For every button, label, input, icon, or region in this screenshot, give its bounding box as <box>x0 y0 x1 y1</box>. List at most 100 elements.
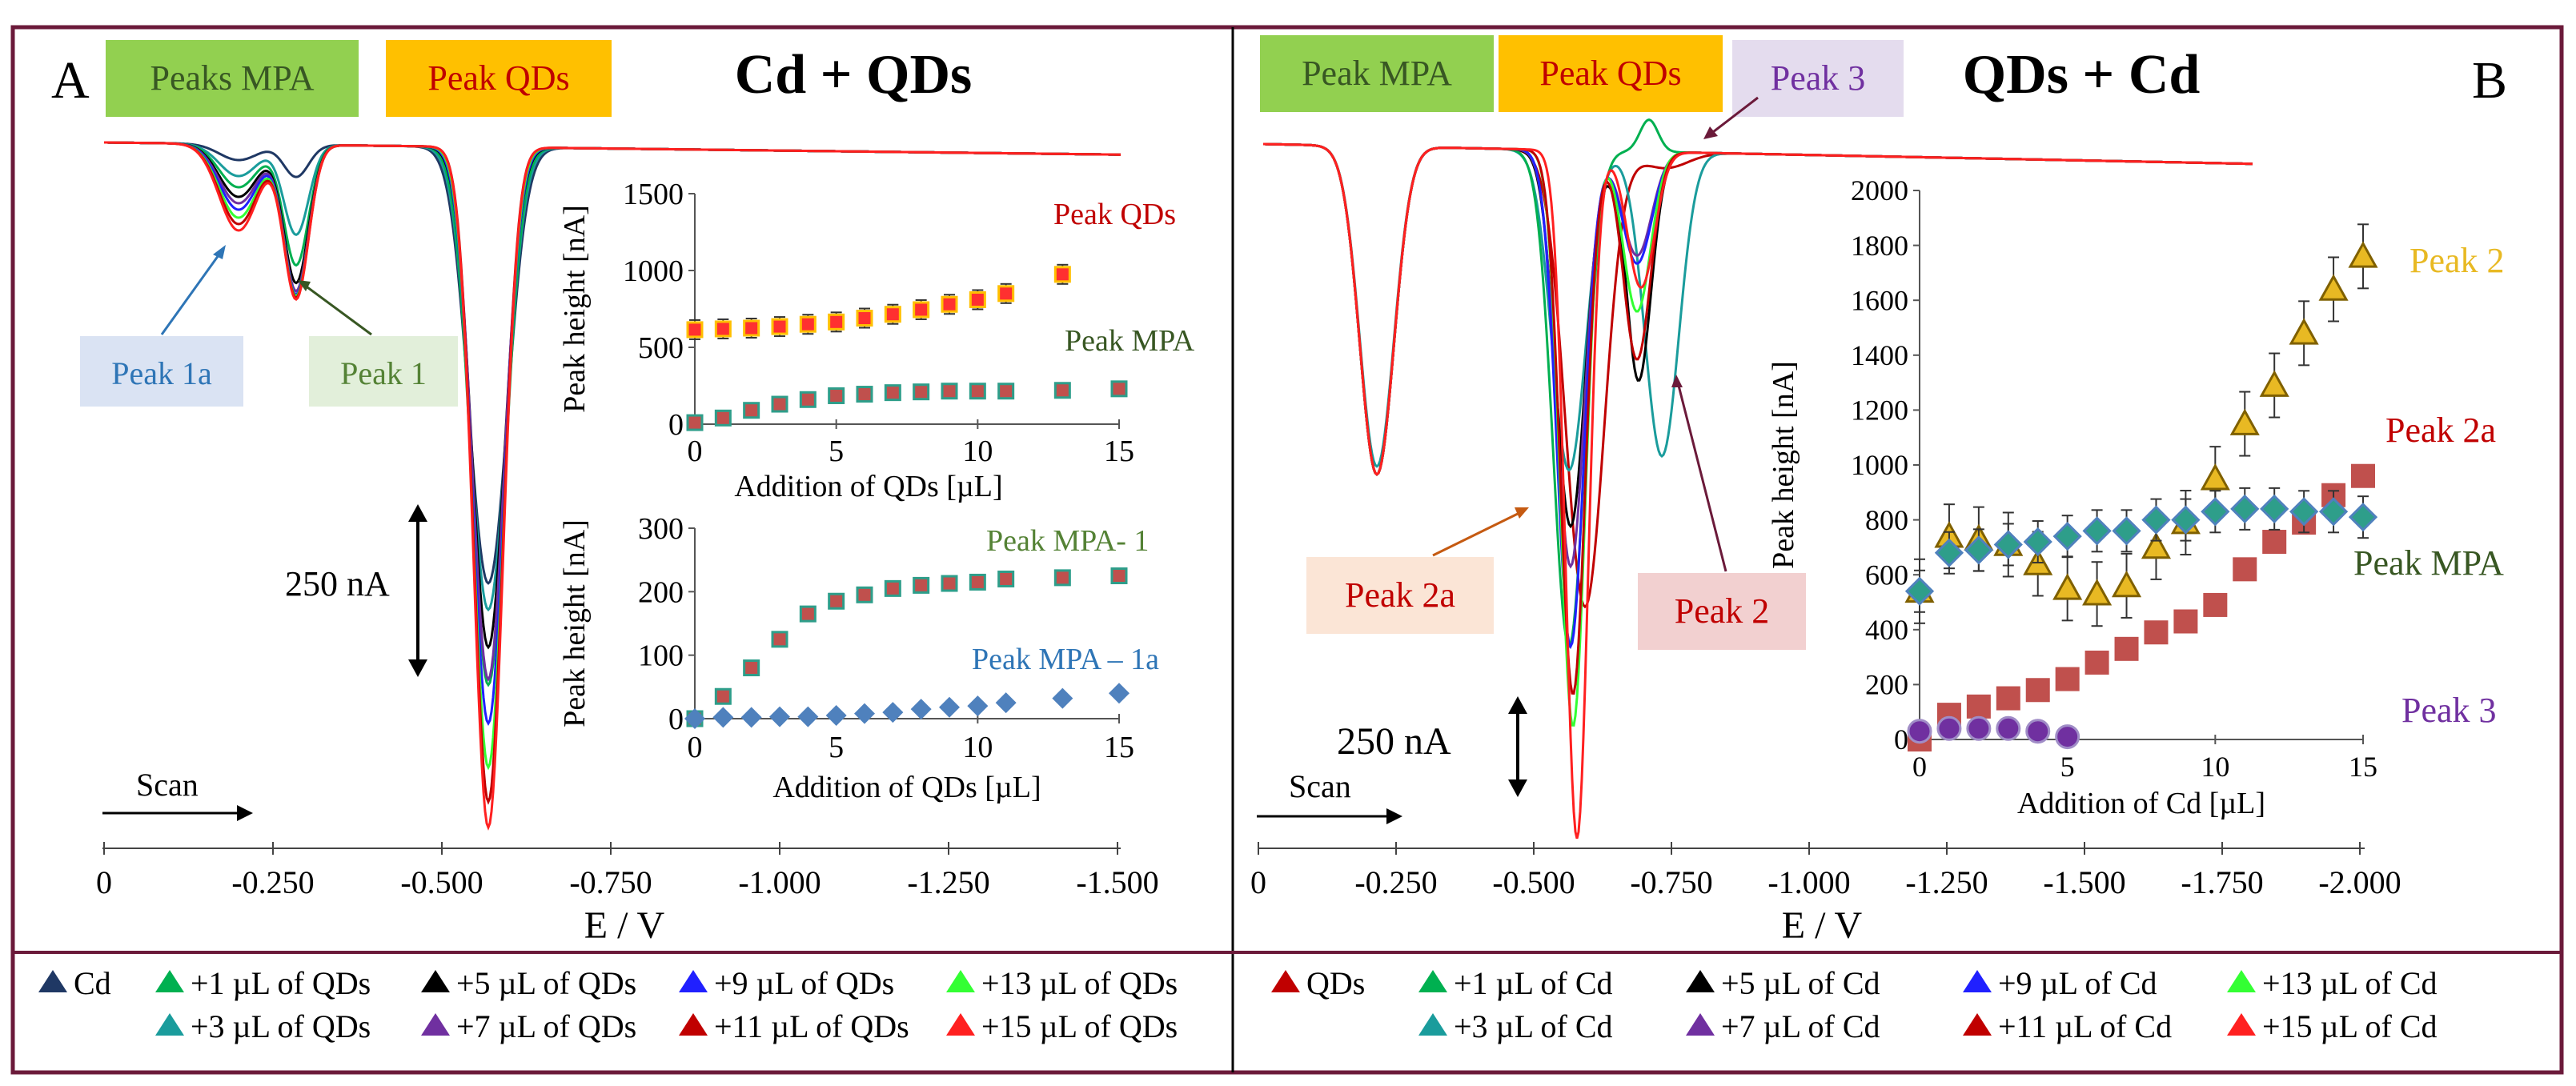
point-peak-mpa <box>856 386 873 403</box>
label-peak1-box <box>309 336 458 407</box>
point-peak-2 <box>2318 274 2349 301</box>
inset-x-tick-label: 0 <box>688 731 703 764</box>
point-peak-mpa-1 <box>714 687 732 705</box>
legend-swatch-plus11 <box>1963 1013 1992 1036</box>
voltammogram-plus15 <box>104 141 1121 831</box>
x-tick-label: -1.500 <box>1076 864 1158 900</box>
inset-x-tick-label: 10 <box>962 435 993 468</box>
legend-label: +5 µL of Cd <box>1721 965 1880 1001</box>
point-peak-mpa <box>2348 503 2378 532</box>
panel-a-letter: A <box>51 51 90 110</box>
label-peak2a: Peak 2a <box>1345 575 1455 615</box>
point-peak-mpa-1a <box>882 702 904 723</box>
point-peak-mpa-1a <box>825 705 847 727</box>
inset-a-top: 0 5 10 15 0 500 1000 1500 Addition of QDs [µL] Pe… <box>558 178 1195 503</box>
tag-peak3-b-text: Peak 3 <box>1771 58 1866 98</box>
series-label: Peak 2a <box>2385 411 2496 450</box>
point-peak-mpa <box>969 383 986 400</box>
inset-a-bottom: 0 5 10 15 0 100 200 300 Addition of QDs [µL] Peak… <box>558 512 1159 804</box>
point-peak-mpa <box>884 384 901 402</box>
point-peak-3 <box>1907 719 1932 744</box>
point-peak-mpa-1a <box>939 696 960 718</box>
tag-peak-qds <box>386 40 612 117</box>
legend-label: +1 µL of QDs <box>191 965 371 1001</box>
point-peak-2a <box>2025 678 2050 703</box>
label-peak1a-box <box>80 336 243 407</box>
series-label: Peak MPA <box>1065 324 1195 358</box>
arrow-peak2 <box>1676 382 1727 572</box>
point-peak-2a <box>1966 694 1991 719</box>
tag-peak-mpa-b <box>1260 35 1494 112</box>
tag-peak-mpa-b-text: Peak MPA <box>1302 54 1452 93</box>
legend-swatch-plus15 <box>946 1013 975 1036</box>
voltammogram-plus1 <box>104 141 1121 687</box>
label-peak2: Peak 2 <box>1675 591 1770 631</box>
x-tick-label: -1.250 <box>907 864 989 900</box>
inset-x-tick-label: 10 <box>2201 751 2229 783</box>
x-tick-label: -1.250 <box>1905 864 1988 900</box>
legend-label: QDs <box>1306 965 1365 1001</box>
point-peak-2a <box>2233 557 2257 582</box>
legend-label: Cd <box>74 965 111 1001</box>
scan-a-arrow-head <box>237 805 253 821</box>
inset-y-tick-label: 200 <box>1865 669 1908 701</box>
point-peak-mpa-1 <box>771 631 788 648</box>
point-peak-mpa <box>1053 382 1071 399</box>
arrow-peak1 <box>303 283 372 336</box>
point-peak-2a <box>2173 609 2198 634</box>
point-peak-mpa <box>1993 530 2023 559</box>
legend-swatch-cd <box>38 970 67 992</box>
point-peak-mpa <box>2082 516 2112 546</box>
inset-x-tick-label: 0 <box>688 435 703 468</box>
point-peak-mpa <box>2023 527 2052 557</box>
scale-b: 250 nA <box>1337 720 1451 763</box>
point-peak-mpa <box>714 409 732 427</box>
inset-x-tick-label: 5 <box>2060 751 2075 783</box>
legend-swatch-plus15 <box>2227 1013 2256 1036</box>
tag-peak-qds-b-text: Peak QDs <box>1539 54 1681 93</box>
point-peak-mpa <box>2201 497 2230 527</box>
legend-swatch-plus7 <box>1686 1013 1715 1036</box>
scan-b-arrow-head <box>1386 808 1402 824</box>
x-tick-label: -1.000 <box>738 864 821 900</box>
inset-y-tick-label: 1000 <box>1851 449 1908 481</box>
point-peak-mpa-1a <box>854 703 875 724</box>
point-peak-qds <box>771 318 788 335</box>
inset-y-tick-label: 400 <box>1865 614 1908 646</box>
point-peak-qds <box>799 315 817 333</box>
inset-x-tick-label: 10 <box>962 731 993 764</box>
legend-label: +7 µL of Cd <box>1721 1008 1880 1044</box>
point-peak-qds <box>714 320 732 338</box>
x-tick-label: -1.000 <box>1767 864 1850 900</box>
tag-peak-qds-text: Peak QDs <box>427 58 569 98</box>
scale-b-head-top <box>1508 696 1527 714</box>
x-label-b: E / V <box>1782 904 1863 947</box>
inset-y-tick-label: 1600 <box>1851 284 1908 316</box>
label-peak2a-box <box>1306 557 1494 634</box>
point-peak-mpa-1 <box>799 605 817 623</box>
inset-y-tick-label: 500 <box>638 331 684 365</box>
point-peak-mpa-1a <box>995 692 1017 714</box>
arrow-peak2a <box>1432 511 1522 557</box>
point-peak-mpa <box>2112 516 2141 546</box>
series-label: Peak MPA – 1a <box>972 643 1159 676</box>
point-peak-qds <box>969 291 986 308</box>
point-peak-qds <box>828 313 845 331</box>
scale-b-head-bottom <box>1508 779 1527 797</box>
inset-y-tick-label: 2000 <box>1851 174 1908 206</box>
point-peak-2a <box>2055 667 2080 691</box>
point-peak-mpa <box>2141 505 2171 535</box>
point-peak-mpa-1a <box>769 706 790 727</box>
point-peak-qds <box>913 301 930 319</box>
inset-x-label: Addition of QDs [µL] <box>772 771 1041 804</box>
legend-label: +13 µL of Cd <box>2262 965 2438 1001</box>
tag-peak-qds-b <box>1499 35 1723 112</box>
point-peak-mpa-1a <box>684 708 705 729</box>
inset-x-label: Addition of Cd [µL] <box>2017 787 2265 820</box>
point-peak-2 <box>2111 570 2142 598</box>
series-label: Peak MPA- 1 <box>986 524 1149 558</box>
inset-x-tick-label: 15 <box>2349 751 2377 783</box>
scale-a-head-top <box>408 504 427 522</box>
inset-x-tick-label: 15 <box>1104 435 1134 468</box>
